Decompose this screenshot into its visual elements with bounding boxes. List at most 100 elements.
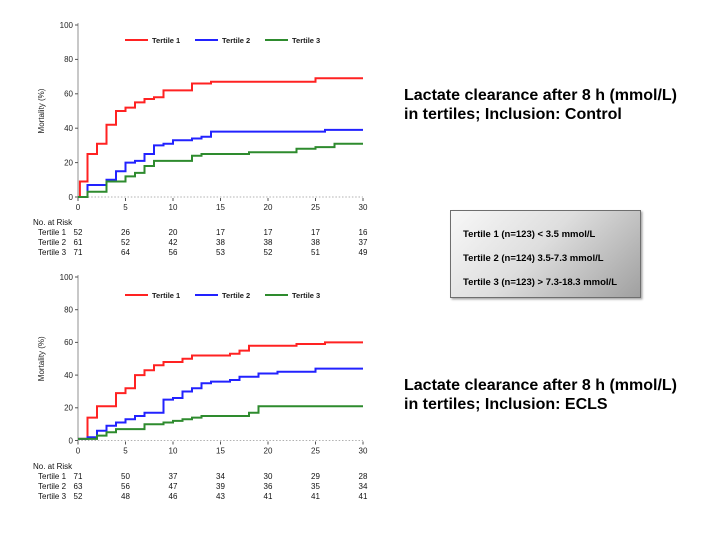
risk-value: 48 [121,492,130,501]
x-tick-label: 25 [311,447,320,456]
risk-value: 39 [216,482,225,491]
tertile-definition-2: Tertile 2 (n=124) 3.5-7.3 mmol/L [463,253,604,264]
risk-value: 52 [121,238,130,247]
risk-value: 52 [73,228,83,237]
risk-value: 20 [168,228,178,237]
risk-value: 42 [168,238,178,247]
risk-value: 26 [121,228,130,237]
risk-value: 16 [358,228,368,237]
risk-value: 38 [311,238,320,247]
x-tick-label: 10 [169,203,178,212]
risk-value: 29 [311,472,320,481]
risk-value: 30 [263,472,273,481]
y-tick-label: 0 [69,193,74,202]
risk-value: 61 [73,238,83,247]
risk-row-label: Tertile 1 [38,228,67,237]
risk-value: 46 [168,492,178,501]
risk-value: 36 [263,482,273,491]
legend-label: Tertile 1 [152,36,180,45]
risk-value: 35 [311,482,320,491]
legend-label: Tertile 1 [152,291,180,300]
x-tick-label: 15 [216,447,225,456]
km-chart-ecls: 0 20 40 60 80 100 Mortality (%) 0 5 10 15 20 25 30 Ter… [37,273,368,456]
risk-row-label: Tertile 3 [38,248,67,257]
legend-label: Tertile 3 [292,291,320,300]
risk-value: 34 [358,482,368,491]
risk-value: 51 [311,248,320,257]
x-tick-label: 5 [123,203,128,212]
caption-line: Lactate clearance after 8 h (mmol/L) [404,377,677,394]
risk-table-control: No. at Risk Tertile 1 52 26 20 17 17 17 16 Tertil… [30,216,380,262]
y-tick-label: 100 [60,273,74,282]
x-tick-label: 0 [76,203,81,212]
series-tertile-2-line [78,367,363,440]
risk-value: 28 [358,472,368,481]
x-tick-label: 15 [216,203,225,212]
y-tick-label: 40 [64,371,73,380]
caption-control: Lactate clearance after 8 h (mmol/L) in … [404,86,719,124]
x-axis: 0 5 10 15 20 25 30 [76,440,368,456]
tertile-definition-1: Tertile 1 (n=123) < 3.5 mmol/L [463,229,596,240]
risk-value: 17 [216,228,225,237]
km-chart-control: 0 20 40 60 80 100 Mortality (%) 0 5 10 15 20 25 30 Ter… [37,21,368,212]
risk-value: 56 [121,482,130,491]
legend-label: Tertile 2 [222,291,250,300]
y-tick-label: 60 [64,90,73,99]
risk-value: 41 [358,492,368,501]
risk-table-title: No. at Risk [33,218,73,227]
risk-value: 49 [358,248,368,257]
risk-value: 37 [168,472,178,481]
series-tertile-1-line [78,341,363,440]
series-tertile-2-line [78,128,363,198]
x-tick-label: 25 [311,203,320,212]
risk-value: 52 [73,492,83,501]
x-tick-label: 30 [359,203,368,212]
risk-value: 52 [263,248,273,257]
risk-row-label: Tertile 2 [38,482,67,491]
caption-line: in tertiles; Inclusion: Control [404,106,622,123]
y-tick-label: 80 [64,55,73,64]
risk-row-label: Tertile 3 [38,492,67,501]
caption-line: in tertiles; Inclusion: ECLS [404,396,608,413]
x-tick-label: 20 [264,203,273,212]
risk-value: 50 [121,472,130,481]
caption-ecls: Lactate clearance after 8 h (mmol/L) in … [404,376,719,414]
y-tick-label: 0 [69,436,74,445]
risk-value: 41 [311,492,320,501]
x-tick-label: 0 [76,447,81,456]
x-tick-label: 5 [123,447,128,456]
risk-value: 43 [216,492,225,501]
risk-value: 41 [263,492,273,501]
risk-value: 56 [168,248,178,257]
y-axis: 0 20 40 60 80 100 Mortality (%) [37,21,79,202]
y-tick-label: 20 [64,404,73,413]
legend: Tertile 1 Tertile 2 Tertile 3 [125,36,320,45]
x-tick-label: 30 [359,447,368,456]
y-tick-label: 80 [64,306,73,315]
risk-value: 53 [216,248,225,257]
risk-value: 71 [73,472,83,481]
series-tertile-1-line [78,77,363,198]
y-tick-label: 100 [60,21,74,30]
y-axis-title: Mortality (%) [37,88,46,133]
legend-label: Tertile 2 [222,36,250,45]
risk-value: 37 [358,238,368,247]
y-axis: 0 20 40 60 80 100 Mortality (%) [37,273,79,445]
risk-value: 47 [168,482,178,491]
tertile-definitions-box: Tertile 1 (n=123) < 3.5 mmol/L Tertile 2… [450,210,641,298]
risk-row-label: Tertile 2 [38,238,67,247]
y-tick-label: 60 [64,338,73,347]
series-tertile-3-line [78,405,363,440]
risk-value: 71 [73,248,83,257]
risk-value: 64 [121,248,130,257]
risk-value: 63 [73,482,83,491]
risk-value: 17 [311,228,320,237]
risk-table-ecls: No. at Risk Tertile 1 71 50 37 34 30 29 28 Tertil… [30,460,380,506]
y-axis-title: Mortality (%) [37,336,46,381]
x-tick-label: 10 [169,447,178,456]
risk-value: 38 [216,238,225,247]
caption-line: Lactate clearance after 8 h (mmol/L) [404,87,677,104]
x-tick-label: 20 [264,447,273,456]
series-tertile-3-line [78,142,363,198]
